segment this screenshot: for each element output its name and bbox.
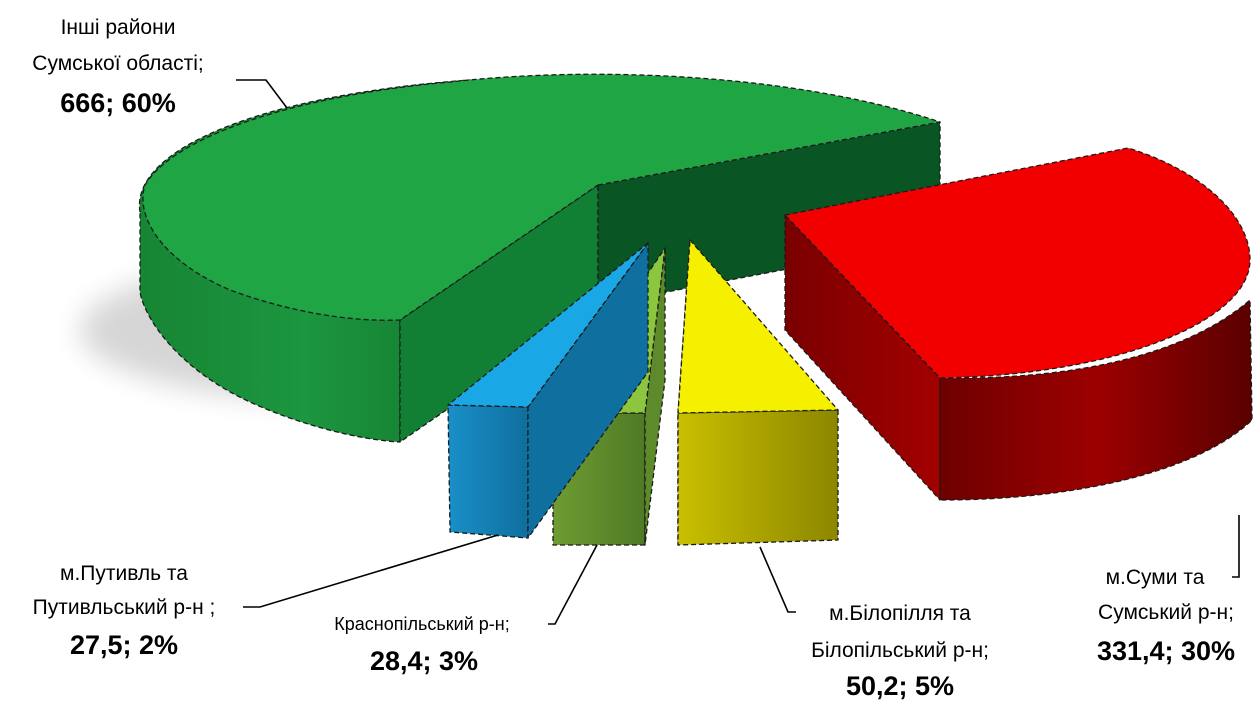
- leader-bilopillia: [759, 546, 796, 613]
- label-other-districts: Інші райони Сумської області; 666; 60%: [32, 16, 203, 118]
- label-other-value: 666; 60%: [60, 88, 176, 118]
- label-sumy-value: 331,4; 30%: [1097, 636, 1235, 666]
- label-krasnopillia-value: 28,4; 3%: [370, 646, 478, 676]
- label-putyvl-line2: Путивльський р-н ;: [33, 596, 216, 619]
- label-bilopillia-line2: Білопільський р-н;: [811, 639, 989, 662]
- label-putyvl-value: 27,5; 2%: [70, 630, 178, 660]
- label-putyvl-line1: м.Путивль та: [60, 562, 188, 585]
- label-krasnopillia: Краснопільський р-н; 28,4; 3%: [334, 614, 509, 676]
- slice-bilopillia: [677, 239, 839, 546]
- leader-sumy: [1232, 515, 1240, 578]
- slice-putyvl: [447, 242, 649, 539]
- leader-lines: [236, 79, 1240, 625]
- label-bilopillia-value: 50,2; 5%: [846, 671, 954, 701]
- label-other-line1: Інші райони: [61, 16, 176, 39]
- slice-other-districts: [138, 73, 941, 443]
- label-putyvl: м.Путивль та Путивльський р-н ; 27,5; 2%: [33, 562, 216, 660]
- label-krasnopillia-line1: Краснопільський р-н;: [334, 614, 509, 634]
- leader-other: [236, 79, 288, 109]
- label-sumy-line1: м.Суми та: [1106, 566, 1205, 589]
- label-bilopillia: м.Білопілля та Білопільський р-н; 50,2; …: [811, 602, 989, 701]
- leader-putyvl: [243, 534, 499, 608]
- leader-krasnopillia: [548, 544, 598, 625]
- slice-sumy: [784, 147, 1253, 501]
- label-sumy: м.Суми та Сумський р-н; 331,4; 30%: [1097, 566, 1235, 666]
- label-bilopillia-line1: м.Білопілля та: [829, 602, 971, 625]
- label-sumy-line2: Сумський р-н;: [1098, 601, 1234, 624]
- label-other-line2: Сумської області;: [32, 52, 203, 75]
